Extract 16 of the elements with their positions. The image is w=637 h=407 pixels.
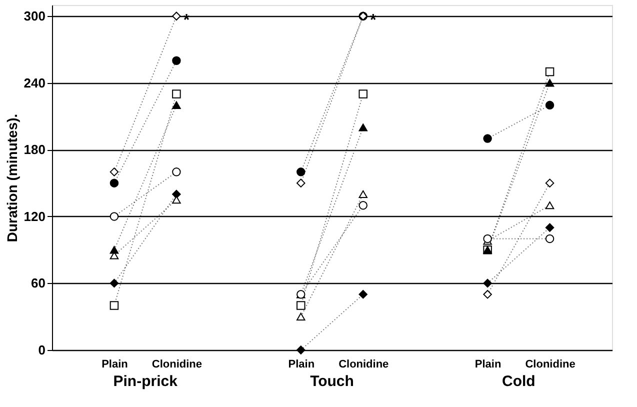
x-tick-label: Clonidine xyxy=(525,358,576,370)
text: Pin-prick xyxy=(113,373,178,390)
y-axis-title: Duration (minutes). xyxy=(4,114,20,242)
y-tick-label: 60 xyxy=(31,276,46,291)
x-tick-label: Plain xyxy=(474,358,502,370)
y-tick-label: 240 xyxy=(24,75,46,90)
y-tick-label: 120 xyxy=(24,208,46,224)
y-tick-label: 180 xyxy=(24,142,46,158)
x-tick-label: Plain xyxy=(288,358,315,370)
x-tick-label: Plain xyxy=(102,358,128,370)
y-tick-label: 300 xyxy=(24,8,46,24)
x-tick-label: Clonidine xyxy=(152,358,202,370)
y-tick-label: 0 xyxy=(38,342,46,358)
text: Touch xyxy=(310,373,354,390)
x-tick-label: Clonidine xyxy=(338,358,389,370)
text: Cold xyxy=(502,373,536,390)
